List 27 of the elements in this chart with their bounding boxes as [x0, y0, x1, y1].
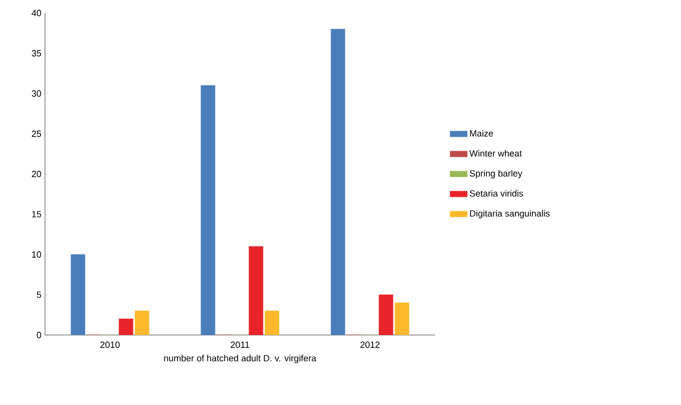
legend-label: Digitaria sanguinalis	[470, 210, 550, 218]
y-tick-label: 35	[32, 50, 42, 56]
bar	[264, 310, 280, 335]
x-axis-title: number of hatched adult D. v. virgifera	[164, 354, 316, 364]
bar	[70, 254, 86, 335]
legend-label: Setaria viridis	[470, 190, 524, 197]
y-tick-label: 10	[32, 251, 42, 258]
x-tick-label: 2011	[230, 342, 250, 348]
y-tick-label: 30	[32, 90, 42, 97]
bar	[378, 294, 394, 335]
y-tick-label: 20	[32, 170, 42, 178]
y-tick-label: 40	[32, 10, 42, 16]
legend-label: Maize	[470, 130, 493, 137]
x-tick-label: 2012	[360, 342, 380, 348]
x-tick-label: 2010	[100, 342, 120, 348]
bar	[200, 85, 216, 335]
legend-label: Spring barley	[470, 170, 522, 178]
bar	[118, 318, 134, 335]
y-tick-label: 15	[32, 211, 42, 218]
y-tick-label: 25	[32, 130, 42, 137]
y-tick-label: 5	[36, 292, 42, 298]
bar	[248, 246, 264, 335]
y-tick-label: 0	[36, 332, 42, 338]
legend-label: Winter wheat	[469, 150, 522, 157]
bar	[394, 302, 410, 335]
bar	[134, 310, 150, 335]
bar	[330, 28, 346, 335]
